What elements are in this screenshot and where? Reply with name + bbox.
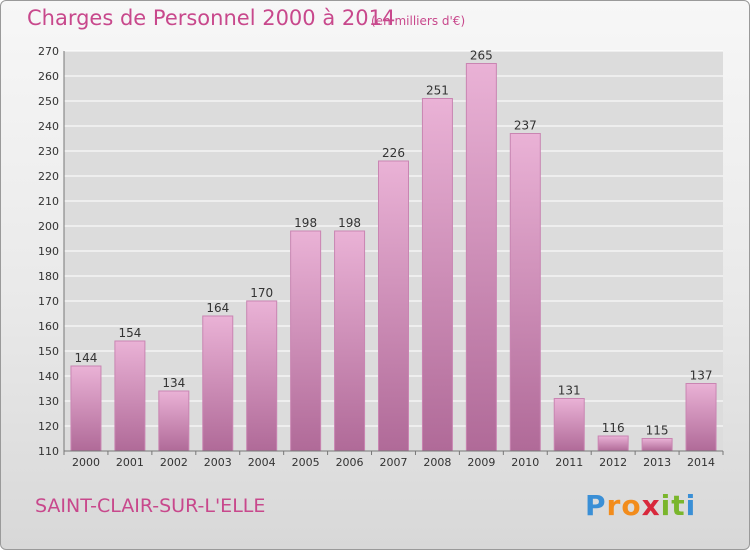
bar-2002: [158, 390, 190, 452]
bar-2004: [246, 300, 278, 452]
y-tick-label: 220: [38, 170, 59, 183]
bar-2014: [685, 383, 717, 452]
data-label: 265: [470, 49, 493, 63]
y-tick-label: 180: [38, 270, 59, 283]
data-label: 226: [382, 146, 405, 160]
y-tick-label: 190: [38, 245, 59, 258]
y-tick-label: 250: [38, 95, 59, 108]
bar-2005: [290, 230, 322, 452]
logo-letter: r: [606, 489, 622, 522]
data-label: 134: [162, 376, 185, 390]
bar-2012: [597, 435, 629, 452]
x-tick-label: 2013: [643, 456, 671, 469]
bar-2000: [70, 365, 102, 452]
data-label: 131: [558, 384, 581, 398]
data-label: 198: [338, 216, 361, 230]
x-tick-label: 2007: [380, 456, 408, 469]
logo-letter: i: [685, 489, 697, 522]
y-tick-label: 270: [38, 45, 59, 58]
chart-subtitle: (en milliers d'€): [371, 14, 466, 28]
y-tick-label: 170: [38, 295, 59, 308]
logo-letter: t: [671, 489, 686, 522]
x-tick-label: 2006: [336, 456, 364, 469]
logo-letter: P: [585, 489, 607, 522]
y-tick-label: 110: [38, 445, 59, 458]
data-label: 137: [690, 369, 713, 383]
x-tick-label: 2001: [116, 456, 144, 469]
x-tick-label: 2012: [599, 456, 627, 469]
data-label: 115: [646, 424, 669, 438]
bar-2010: [509, 133, 541, 452]
x-tick-label: 2008: [423, 456, 451, 469]
bar-2001: [114, 340, 146, 452]
y-tick-label: 120: [38, 420, 59, 433]
data-label: 144: [75, 351, 98, 365]
y-tick-label: 140: [38, 370, 59, 383]
y-tick-label: 160: [38, 320, 59, 333]
bar-2009: [465, 63, 497, 452]
data-label: 170: [250, 286, 273, 300]
y-tick-label: 230: [38, 145, 59, 158]
data-label: 154: [118, 326, 141, 340]
x-tick-label: 2011: [555, 456, 583, 469]
town-name: SAINT-CLAIR-SUR-L'ELLE: [35, 495, 266, 517]
x-tick-label: 2000: [72, 456, 100, 469]
bar-2003: [202, 315, 234, 452]
y-tick-label: 210: [38, 195, 59, 208]
data-label: 251: [426, 84, 449, 98]
data-label: 198: [294, 216, 317, 230]
data-label: 116: [602, 421, 625, 435]
logo-letter: x: [641, 489, 661, 522]
bar-2011: [553, 398, 585, 452]
data-label: 164: [206, 301, 229, 315]
x-tick-label: 2004: [248, 456, 276, 469]
bar-2008: [421, 98, 453, 452]
x-tick-label: 2002: [160, 456, 188, 469]
logo-letter: o: [621, 489, 642, 522]
x-tick-label: 2003: [204, 456, 232, 469]
bar-2006: [334, 230, 366, 452]
proxiti-logo: Proxiti: [585, 489, 696, 522]
logo-letter: i: [660, 489, 672, 522]
x-tick-label: 2014: [687, 456, 715, 469]
x-tick-label: 2010: [511, 456, 539, 469]
x-tick-label: 2009: [467, 456, 495, 469]
y-tick-label: 130: [38, 395, 59, 408]
y-tick-label: 260: [38, 70, 59, 83]
bar-2013: [641, 438, 673, 452]
chart-title: Charges de Personnel 2000 à 2014: [27, 6, 396, 30]
y-tick-label: 240: [38, 120, 59, 133]
y-tick-label: 200: [38, 220, 59, 233]
x-tick-label: 2005: [292, 456, 320, 469]
y-tick-label: 150: [38, 345, 59, 358]
data-label: 237: [514, 119, 537, 133]
bar-2007: [378, 160, 409, 452]
